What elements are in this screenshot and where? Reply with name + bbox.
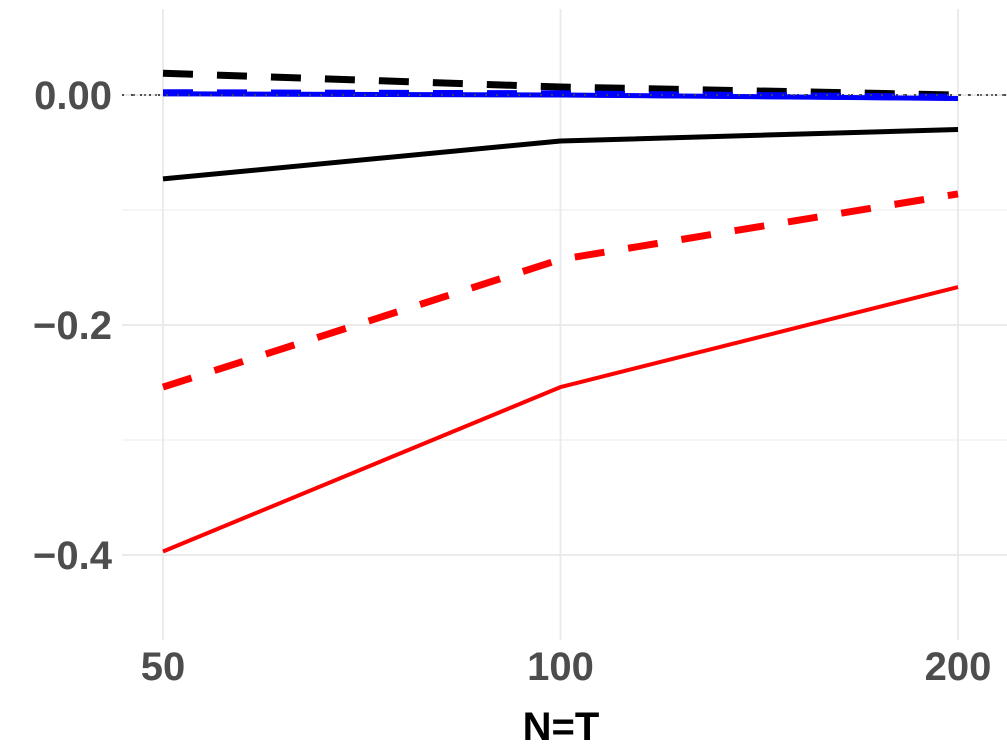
x-tick-label: 50: [141, 645, 186, 689]
x-axis-label: N=T: [523, 705, 600, 749]
x-tick-label: 200: [925, 645, 992, 689]
y-tick-label: 0.00: [34, 74, 112, 118]
series-black-solid: [162, 127, 959, 182]
series-black-dashed: [162, 69, 959, 99]
series-blue-solid: [162, 91, 959, 101]
y-tick-label: −0.4: [33, 534, 113, 578]
series-red-solid: [162, 285, 959, 554]
data-series: [122, 69, 1007, 554]
y-axis-tick-labels: 0.00 −0.2 −0.4: [33, 74, 113, 578]
x-tick-label: 100: [527, 645, 594, 689]
grid-lines: [122, 9, 1007, 640]
x-axis-tick-labels: 50 100 200: [141, 645, 992, 689]
y-tick-label: −0.2: [33, 304, 112, 348]
